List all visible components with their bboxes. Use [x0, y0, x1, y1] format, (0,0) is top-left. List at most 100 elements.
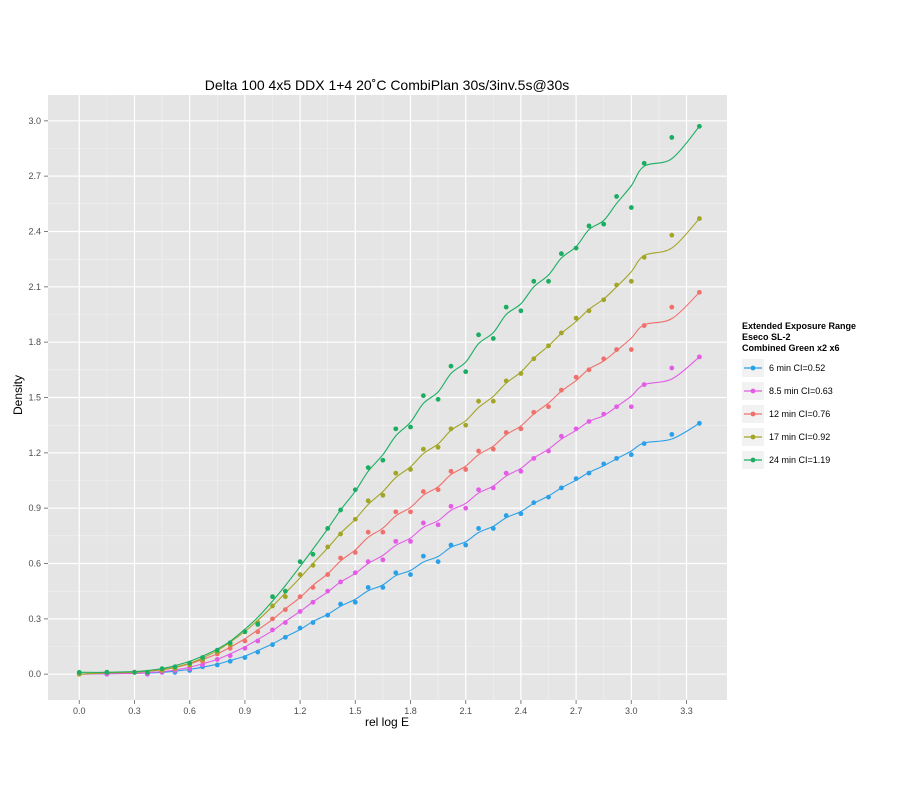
data-point-series-3 — [270, 616, 275, 622]
x-tick-label: 2.4 — [515, 706, 528, 716]
data-point-series-3 — [518, 426, 524, 432]
data-point-series-5 — [476, 332, 481, 338]
legend-key-point — [750, 411, 756, 417]
data-point-series-5 — [463, 369, 469, 375]
legend-key-point — [750, 457, 756, 463]
data-point-series-1 — [518, 511, 524, 517]
data-point-series-1 — [352, 599, 358, 605]
data-point-series-4 — [518, 371, 524, 376]
data-point-series-1 — [696, 420, 702, 426]
data-point-series-5 — [518, 308, 524, 314]
y-tick-label: 2.1 — [28, 282, 41, 292]
data-point-series-3 — [435, 487, 441, 493]
data-point-series-5 — [408, 424, 413, 430]
data-point-series-2 — [380, 557, 386, 563]
data-point-series-1 — [393, 570, 399, 576]
data-point-series-3 — [325, 572, 331, 577]
data-point-series-1 — [227, 658, 233, 664]
data-point-series-4 — [601, 297, 607, 303]
data-point-series-2 — [282, 620, 288, 625]
data-point-series-5 — [641, 160, 647, 166]
y-tick-label: 0.3 — [28, 614, 41, 624]
legend-label: 17 min CI=0.92 — [769, 432, 830, 442]
x-tick-label: 1.2 — [294, 706, 307, 716]
data-point-series-2 — [503, 470, 509, 476]
data-point-series-2 — [325, 588, 331, 594]
data-point-series-4 — [282, 594, 288, 600]
data-point-series-1 — [628, 452, 634, 458]
data-point-series-2 — [420, 520, 426, 526]
data-point-series-4 — [558, 330, 564, 336]
data-point-series-3 — [696, 289, 702, 295]
data-point-series-4 — [696, 216, 702, 221]
data-point-series-1 — [641, 441, 647, 447]
data-point-series-4 — [614, 282, 619, 288]
data-point-series-5 — [573, 245, 579, 251]
data-point-series-2 — [463, 505, 469, 511]
data-point-series-5 — [601, 221, 607, 227]
x-tick-label: 0.9 — [239, 706, 252, 716]
data-point-series-2 — [601, 411, 607, 417]
data-point-series-3 — [531, 409, 537, 415]
data-point-series-4 — [435, 444, 441, 450]
data-point-series-2 — [558, 433, 564, 439]
data-point-series-2 — [586, 419, 592, 424]
data-point-series-2 — [255, 638, 261, 644]
y-tick-label: 2.4 — [28, 226, 41, 236]
data-point-series-3 — [380, 529, 386, 535]
data-point-series-3 — [490, 446, 496, 452]
grid-lines — [48, 95, 727, 700]
data-point-series-5 — [338, 507, 343, 513]
y-tick-label: 0.0 — [28, 669, 41, 679]
x-tick-label: 0.3 — [128, 706, 141, 716]
x-axis-title: rel log E — [365, 715, 409, 729]
data-point-series-2 — [352, 570, 358, 576]
legend-title-line-2: Eseco SL-2 — [742, 332, 791, 342]
data-point-series-3 — [227, 645, 233, 651]
data-point-series-4 — [325, 544, 331, 550]
data-point-series-3 — [352, 550, 358, 555]
data-point-series-5 — [420, 393, 426, 399]
legend-label: 8.5 min CI=0.63 — [769, 386, 833, 396]
data-point-series-5 — [159, 666, 165, 672]
data-point-series-1 — [297, 625, 303, 631]
data-point-series-1 — [420, 553, 426, 559]
data-point-series-2 — [227, 653, 233, 659]
data-point-series-3 — [601, 356, 607, 362]
data-point-series-5 — [255, 621, 261, 627]
data-point-series-3 — [297, 594, 303, 600]
data-point-series-2 — [546, 448, 551, 454]
legend-key-point — [750, 365, 756, 371]
data-point-series-2 — [310, 599, 316, 605]
data-point-series-5 — [586, 223, 592, 229]
data-point-series-3 — [448, 468, 454, 474]
x-tick-label: 0.6 — [183, 706, 196, 716]
data-point-series-5 — [490, 336, 496, 341]
data-point-series-2 — [365, 559, 371, 565]
y-tick-label: 1.8 — [28, 337, 41, 347]
data-point-series-5 — [297, 559, 303, 565]
data-point-series-3 — [641, 323, 647, 328]
data-point-series-5 — [448, 363, 454, 369]
chart-title: Delta 100 4x5 DDX 1+4 20˚C CombiPlan 30s… — [205, 77, 570, 93]
data-point-series-2 — [435, 522, 441, 528]
data-point-series-4 — [503, 378, 509, 384]
y-tick-label: 0.6 — [28, 559, 41, 569]
data-point-series-3 — [669, 304, 675, 310]
data-point-series-4 — [463, 422, 469, 428]
y-tick-label: 1.2 — [28, 448, 41, 458]
data-point-series-1 — [255, 649, 261, 655]
data-point-series-3 — [628, 347, 634, 352]
data-point-series-3 — [338, 555, 343, 561]
data-point-series-5 — [365, 465, 371, 470]
data-point-series-5 — [380, 457, 386, 463]
data-point-series-1 — [546, 494, 551, 500]
data-point-series-1 — [614, 455, 619, 461]
data-point-series-2 — [518, 468, 524, 474]
data-point-series-3 — [310, 585, 316, 590]
data-point-series-2 — [200, 662, 205, 668]
data-point-series-2 — [614, 404, 619, 410]
data-point-series-1 — [601, 461, 607, 467]
data-point-series-4 — [641, 254, 647, 260]
